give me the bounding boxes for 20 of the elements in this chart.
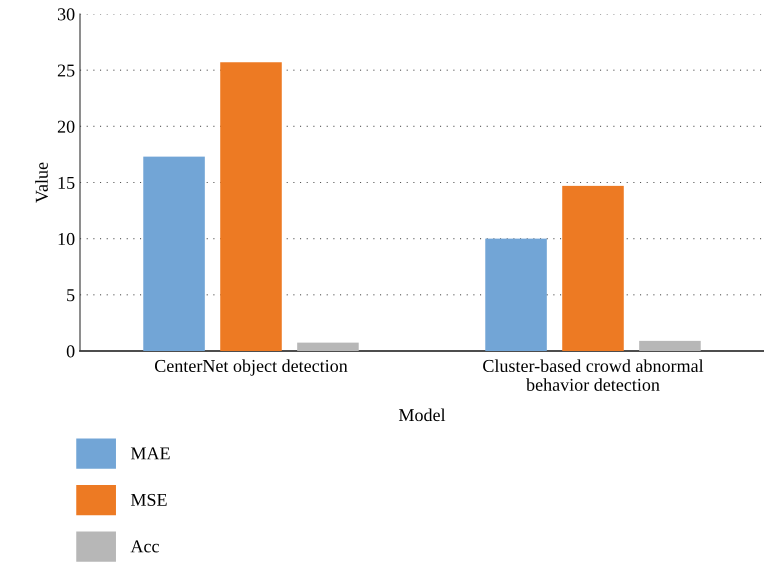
bar [143,156,205,351]
x-tick-label: CenterNet object detection [154,359,348,376]
bar [485,238,547,351]
bar [297,342,359,351]
y-tick-label: 0 [66,345,74,358]
y-tick-label: 15 [58,176,74,189]
x-axis-title: Model [398,408,446,422]
legend-label: MSE [130,494,167,506]
bar [562,186,624,351]
bar [220,62,282,351]
legend-label: MAE [130,447,170,460]
bar [639,340,701,351]
y-tick-label: 5 [67,289,74,302]
legend-label: Acc [130,540,159,552]
y-tick-label: 30 [58,8,74,20]
y-axis-title: Value [35,162,48,203]
y-tick-label: 20 [58,120,74,133]
y-tick-label: 10 [58,232,74,246]
x-tick-label: Cluster-based crowd abnormal behavior detection [483,359,704,391]
y-tick-label: 25 [58,64,74,77]
